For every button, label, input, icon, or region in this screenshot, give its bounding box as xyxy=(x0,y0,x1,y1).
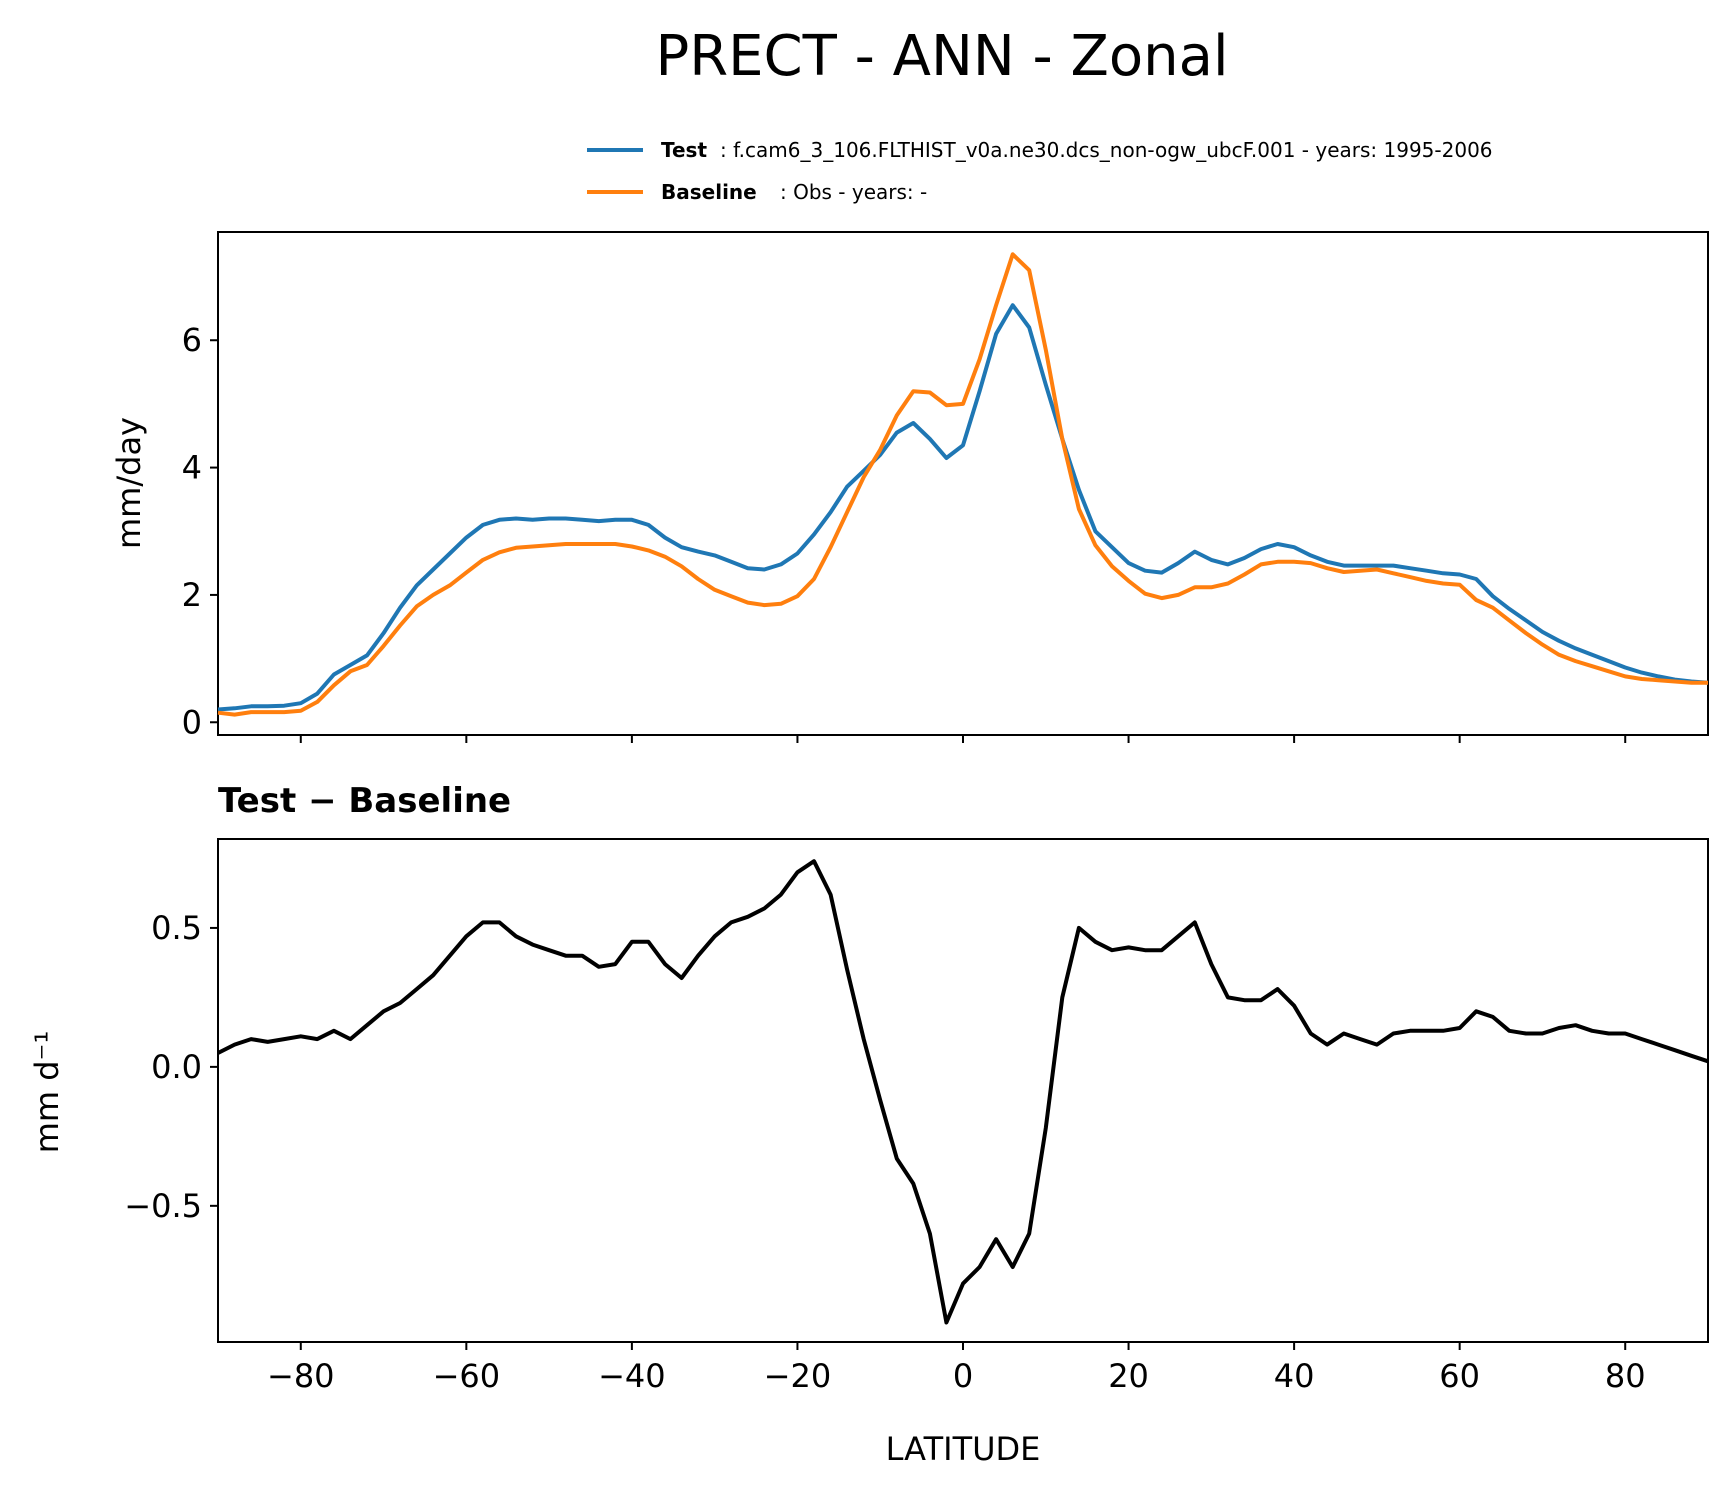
figure-title: PRECT - ANN - Zonal xyxy=(655,24,1228,89)
bottom-plot-title: Test − Baseline xyxy=(218,781,511,821)
top-y-tick-label: 4 xyxy=(182,449,202,487)
bottom-y-axis-label: mm d⁻¹ xyxy=(28,1031,66,1154)
legend-label-baseline-text: : Obs - years: - xyxy=(780,180,927,204)
bottom-x-tick-label: 60 xyxy=(1439,1357,1480,1395)
top-y-tick-label: 2 xyxy=(182,576,202,614)
legend-label-test-bold: Test xyxy=(661,138,707,162)
bottom-x-tick-label: 40 xyxy=(1274,1357,1315,1395)
top-series-line-baseline xyxy=(217,252,1708,717)
bottom-x-tick-label: −20 xyxy=(764,1357,832,1395)
top-y-axis-label: mm/day xyxy=(110,417,148,549)
legend: Test : f.cam6_3_106.FLTHIST_v0a.ne30.dcs… xyxy=(587,138,1493,204)
top-plot-frame xyxy=(217,231,1709,736)
bottom-x-tick-label: −60 xyxy=(433,1357,501,1395)
bottom-x-tick-label: 0 xyxy=(953,1357,973,1395)
bottom-y-tick-label: 0.5 xyxy=(151,909,202,947)
top-series-line-test xyxy=(217,303,1709,712)
bottom-plot-frame xyxy=(217,838,1709,1343)
bottom-x-tick-label: −40 xyxy=(598,1357,666,1395)
top-x-ticks xyxy=(299,735,1627,743)
top-y-tick-label: 0 xyxy=(182,703,202,741)
bottom-x-tick-label: −80 xyxy=(267,1357,335,1395)
top-y-tick-label: 6 xyxy=(182,321,202,359)
bottom-x-ticks: −80 −60 −40 −20 0 20 40 60 80 xyxy=(267,1342,1646,1395)
bottom-x-tick-label: 20 xyxy=(1108,1357,1149,1395)
bottom-plot: Test − Baseline −0.5 0.0 0.5 −80 −60 −40 −20 0… xyxy=(28,781,1709,1468)
legend-label-baseline-bold: Baseline xyxy=(661,180,757,204)
legend-label-test-text: : f.cam6_3_106.FLTHIST_v0a.ne30.dcs_non-… xyxy=(720,138,1493,162)
bottom-series-line-test-baseline xyxy=(217,859,1709,1325)
top-series-group xyxy=(217,252,1709,717)
bottom-x-tick-label: 80 xyxy=(1605,1357,1646,1395)
top-y-ticks: 0 2 4 6 xyxy=(182,321,218,741)
x-axis-label: LATITUDE xyxy=(886,1430,1041,1468)
top-plot: 0 2 4 6 mm/day xyxy=(110,231,1709,743)
bottom-y-ticks: −0.5 0.0 0.5 xyxy=(124,909,218,1225)
bottom-y-tick-label: −0.5 xyxy=(124,1187,202,1225)
bottom-y-tick-label: 0.0 xyxy=(151,1048,202,1086)
bottom-series-group xyxy=(217,859,1709,1325)
